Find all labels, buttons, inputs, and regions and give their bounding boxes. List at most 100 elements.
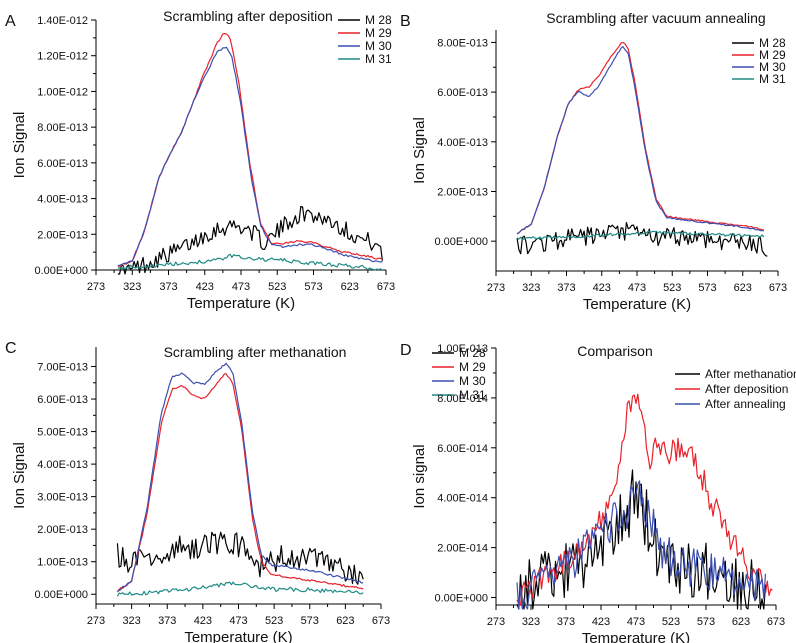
x-tick-label: 273 bbox=[487, 616, 505, 628]
x-tick-label: 573 bbox=[697, 616, 715, 628]
y-tick-label: 4.00E-013 bbox=[437, 137, 488, 149]
series-line-m-29 bbox=[516, 42, 764, 234]
y-tick-label: 1.40E-012 bbox=[37, 15, 88, 27]
series-line-m-28 bbox=[516, 222, 768, 257]
legend-entry: M 31 bbox=[759, 72, 786, 86]
y-tick-label: 6.00E-014 bbox=[437, 443, 488, 455]
chart-title: Scrambling after deposition bbox=[163, 8, 333, 24]
y-tick-label: 3.00E-013 bbox=[37, 492, 88, 504]
series-line-m-30 bbox=[117, 362, 364, 592]
x-tick-label: 623 bbox=[734, 282, 752, 294]
legend-entry: M 28 bbox=[365, 13, 392, 27]
x-tick-label: 373 bbox=[158, 615, 176, 627]
chart-title: Scrambling after methanation bbox=[164, 344, 347, 360]
series-line-m-31 bbox=[116, 581, 364, 597]
x-tick-label: 373 bbox=[159, 281, 177, 293]
series-line-m-30 bbox=[516, 46, 764, 235]
x-tick-label: 673 bbox=[372, 615, 390, 627]
y-tick-label: 0.00E+000 bbox=[434, 593, 488, 605]
series-line-after-deposition bbox=[516, 393, 773, 606]
x-tick-label: 473 bbox=[229, 615, 247, 627]
y-tick-label: 0.00E+000 bbox=[34, 265, 88, 277]
series-line-after-methanation bbox=[516, 469, 767, 610]
legend-entry: M 30 bbox=[365, 39, 392, 53]
y-tick-label: 0.00E+000 bbox=[434, 236, 488, 248]
x-tick-label: 673 bbox=[767, 616, 785, 628]
legend-entry: After annealing bbox=[705, 397, 786, 411]
y-tick-label: 4.00E-013 bbox=[37, 194, 88, 206]
y-axis-title: Ion Signal bbox=[11, 442, 28, 509]
y-axis-title: Ion Signal bbox=[411, 117, 428, 184]
x-tick-label: 673 bbox=[377, 281, 395, 293]
legend-entry: M 28 bbox=[459, 346, 486, 360]
legend-entry: M 31 bbox=[365, 52, 392, 66]
x-tick-label: 623 bbox=[732, 616, 750, 628]
legend-entry: M 29 bbox=[759, 48, 786, 62]
x-tick-label: 523 bbox=[663, 282, 681, 294]
y-tick-label: 0.00E+000 bbox=[34, 589, 88, 601]
legend-entry: M 30 bbox=[759, 60, 786, 74]
x-tick-label: 423 bbox=[592, 616, 610, 628]
y-tick-label: 1.00E-012 bbox=[37, 86, 88, 98]
x-tick-label: 323 bbox=[522, 282, 540, 294]
x-tick-label: 323 bbox=[123, 281, 141, 293]
panel-letter: A bbox=[5, 13, 16, 30]
chart-title: Scrambling after vacuum annealing bbox=[546, 10, 765, 26]
x-tick-label: 323 bbox=[522, 616, 540, 628]
legend-entry: After methanation bbox=[705, 367, 796, 381]
x-tick-label: 273 bbox=[487, 282, 505, 294]
y-tick-label: 5.00E-013 bbox=[37, 427, 88, 439]
x-tick-label: 473 bbox=[627, 616, 645, 628]
y-tick-label: 8.00E-014 bbox=[437, 393, 488, 405]
legend-entry: M 31 bbox=[459, 388, 486, 402]
y-tick-label: 1.20E-012 bbox=[37, 51, 88, 63]
x-tick-label: 573 bbox=[301, 615, 319, 627]
y-tick-label: 2.00E-013 bbox=[37, 229, 88, 241]
y-tick-label: 6.00E-013 bbox=[37, 158, 88, 170]
x-tick-label: 423 bbox=[194, 615, 212, 627]
series-line-m-31 bbox=[516, 230, 765, 241]
x-tick-label: 573 bbox=[304, 281, 322, 293]
panel-letter: C bbox=[5, 340, 17, 357]
x-tick-label: 473 bbox=[628, 282, 646, 294]
y-tick-label: 1.00E-013 bbox=[37, 557, 88, 569]
x-tick-label: 523 bbox=[268, 281, 286, 293]
legend-entry: M 30 bbox=[459, 374, 486, 388]
x-tick-label: 523 bbox=[265, 615, 283, 627]
y-tick-label: 4.00E-013 bbox=[37, 459, 88, 471]
x-tick-label: 273 bbox=[87, 615, 105, 627]
chart-panel-b: B Scrambling after vacuum annealing 273 323… bbox=[400, 10, 787, 313]
y-tick-label: 4.00E-014 bbox=[437, 493, 488, 505]
chart-title: Comparison bbox=[577, 343, 652, 359]
x-tick-label: 373 bbox=[557, 282, 575, 294]
panel-letter: D bbox=[400, 342, 412, 359]
x-axis-title: Temperature (K) bbox=[184, 629, 292, 643]
y-tick-label: 2.00E-014 bbox=[437, 543, 488, 555]
series-line-m-29 bbox=[116, 373, 364, 593]
y-tick-label: 2.00E-013 bbox=[437, 186, 488, 198]
x-tick-label: 573 bbox=[698, 282, 716, 294]
x-tick-label: 423 bbox=[593, 282, 611, 294]
chart-panel-c: C Scrambling after methanation 273 323 373 42… bbox=[5, 340, 486, 643]
legend-entry: M 29 bbox=[365, 26, 392, 40]
x-axis-title: Temperature (K) bbox=[582, 630, 690, 643]
y-tick-label: 1.00E-013 bbox=[437, 343, 488, 355]
x-tick-label: 323 bbox=[122, 615, 140, 627]
series-line-after-annealing bbox=[516, 480, 767, 610]
x-axis-title: Temperature (K) bbox=[583, 296, 691, 313]
x-axis-title: Temperature (K) bbox=[187, 295, 295, 312]
legend-entry: M 29 bbox=[459, 360, 486, 374]
x-tick-label: 373 bbox=[557, 616, 575, 628]
series-line-m-28 bbox=[117, 205, 383, 275]
x-tick-label: 623 bbox=[336, 615, 354, 627]
y-tick-label: 6.00E-013 bbox=[37, 394, 88, 406]
series-line-m-30 bbox=[117, 46, 383, 267]
y-axis-title: Ion signal bbox=[411, 444, 428, 508]
x-tick-label: 673 bbox=[769, 282, 787, 294]
chart-panel-a: A Scrambling after deposition 273 323 373 423… bbox=[5, 8, 395, 312]
y-tick-label: 7.00E-013 bbox=[37, 362, 88, 374]
y-tick-label: 8.00E-013 bbox=[37, 122, 88, 134]
panel-letter: B bbox=[400, 13, 411, 30]
x-tick-label: 523 bbox=[662, 616, 680, 628]
